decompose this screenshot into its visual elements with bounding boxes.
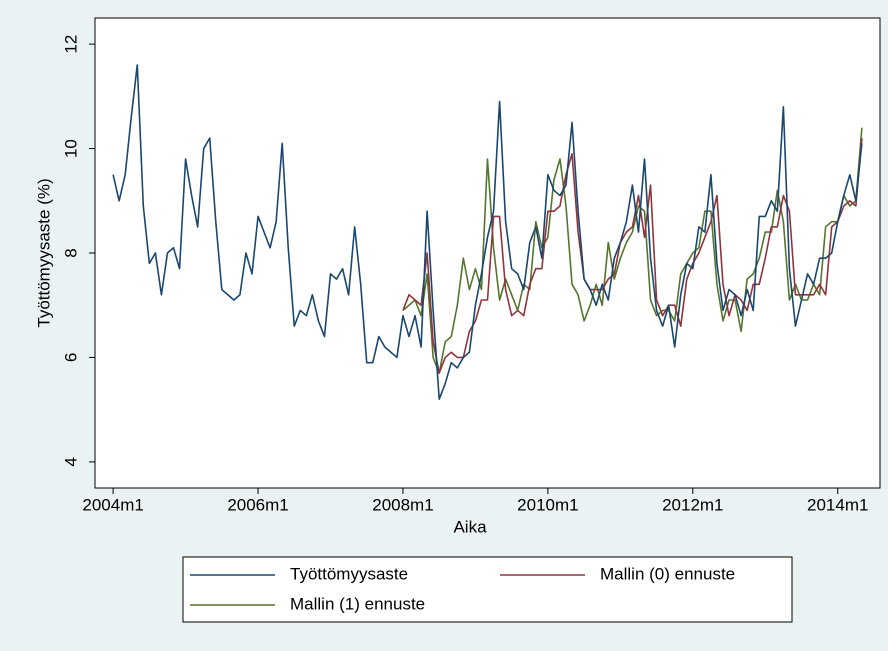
legend-label: Työttömyysaste <box>290 564 408 583</box>
series-line <box>112 64 863 401</box>
legend-label: Mallin (1) ennuste <box>290 594 425 613</box>
x-tick-label: 2008m1 <box>372 495 433 514</box>
y-tick-label: 6 <box>61 353 80 362</box>
x-tick-label: 2012m1 <box>662 495 723 514</box>
y-tick-label: 10 <box>61 139 80 158</box>
series-line <box>402 138 863 374</box>
x-tick-label: 2004m1 <box>82 495 143 514</box>
y-tick-label: 8 <box>61 248 80 257</box>
y-tick-label: 12 <box>61 35 80 54</box>
y-tick-label: 4 <box>61 457 80 466</box>
legend <box>182 556 793 623</box>
x-tick-label: 2006m1 <box>227 495 288 514</box>
legend-label: Mallin (0) ennuste <box>600 564 735 583</box>
x-axis-title: Aika <box>453 517 487 536</box>
x-tick-label: 2010m1 <box>517 495 578 514</box>
plot-area <box>94 17 881 489</box>
x-tick-label: 2014m1 <box>807 495 868 514</box>
y-axis-title: Työttömyysaste (%) <box>34 178 53 327</box>
